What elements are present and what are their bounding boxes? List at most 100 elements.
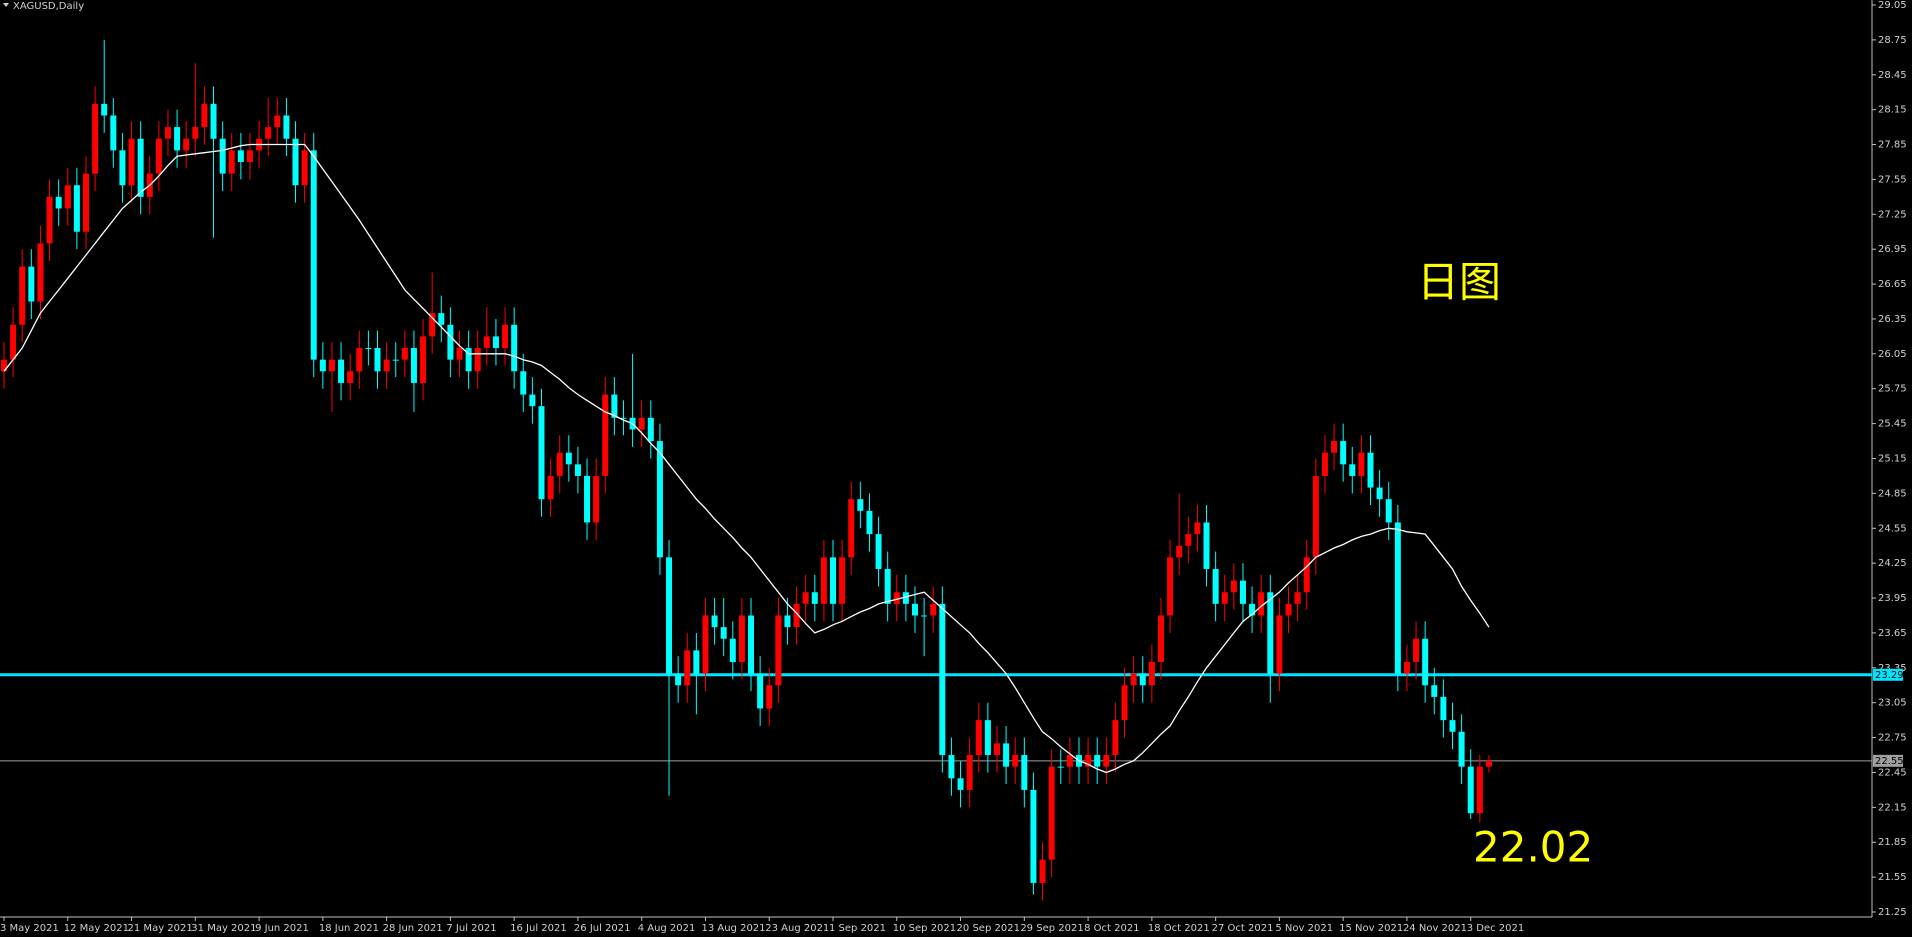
y-tick-label: 23.95	[1878, 593, 1907, 604]
candle-body	[993, 743, 1000, 756]
candle-body	[684, 650, 691, 686]
candle-body	[957, 778, 964, 790]
candle-body	[574, 464, 581, 476]
candle-body	[1394, 522, 1401, 674]
y-tick-label: 26.65	[1878, 279, 1907, 290]
candle-body	[647, 417, 654, 442]
candle-body	[912, 603, 918, 616]
candle-body	[465, 348, 472, 372]
candle-body	[347, 371, 354, 383]
candle-body	[1267, 592, 1274, 674]
candle-body	[1057, 766, 1064, 768]
candle-body	[92, 103, 99, 174]
candle-body	[310, 150, 317, 360]
price-label: 22.55	[1875, 756, 1904, 767]
candle-body	[693, 650, 700, 674]
y-tick-label: 28.45	[1878, 70, 1907, 81]
candle-body	[757, 673, 764, 709]
candle-body	[520, 371, 527, 395]
candle-body	[1349, 464, 1356, 476]
candle-body	[1485, 760, 1492, 767]
candle-body	[948, 755, 955, 779]
candle-body	[857, 499, 864, 511]
x-tick-label: 12 May 2021	[64, 923, 129, 934]
candle-body	[738, 615, 745, 662]
candle-body	[201, 103, 208, 128]
candle-body	[1358, 452, 1365, 476]
x-tick-label: 3 May 2021	[0, 923, 59, 934]
candle-body	[192, 127, 199, 139]
candle-body	[1413, 638, 1420, 662]
price-label-box	[1873, 754, 1903, 767]
candle-body	[128, 138, 135, 186]
candle-body	[1121, 685, 1128, 721]
candle-body	[1258, 592, 1265, 616]
candle-body	[529, 394, 536, 407]
x-tick-label: 18 Oct 2021	[1148, 923, 1210, 934]
candle-body	[110, 115, 117, 151]
y-tick-label: 27.25	[1878, 209, 1907, 220]
candle-body	[19, 266, 26, 325]
candle-body	[356, 348, 363, 372]
price-label: 23.29	[1875, 670, 1904, 681]
candle-body	[1021, 755, 1028, 790]
candle-body	[365, 348, 372, 350]
candle-body	[210, 103, 217, 139]
candle-body	[1176, 545, 1183, 558]
x-tick-label: 8 Oct 2021	[1084, 923, 1139, 934]
candle-body	[1312, 475, 1319, 558]
price-label-box	[1873, 668, 1903, 681]
candle-body	[1003, 743, 1010, 767]
candle-body	[766, 685, 773, 709]
candle-body	[656, 441, 663, 558]
candle-body	[1276, 615, 1283, 674]
candle-body	[1467, 766, 1474, 814]
candle-body	[73, 185, 80, 232]
candle-body	[1249, 603, 1256, 616]
candle-body	[64, 185, 71, 209]
candle-body	[164, 127, 171, 139]
candle-body	[1157, 615, 1164, 662]
candle-body	[1, 359, 7, 372]
y-tick-label: 22.15	[1878, 802, 1907, 813]
y-tick-label: 25.75	[1878, 384, 1907, 395]
candle-body	[593, 475, 600, 523]
candle-body	[811, 592, 818, 604]
y-tick-label: 22.75	[1878, 733, 1907, 744]
x-tick-label: 20 Sep 2021	[957, 923, 1020, 934]
candle-body	[839, 557, 846, 604]
candle-body	[392, 359, 399, 361]
x-tick-label: 1 Sep 2021	[829, 923, 886, 934]
candle-body	[866, 510, 873, 535]
candle-body	[420, 336, 427, 383]
y-tick-label: 28.75	[1878, 35, 1907, 46]
candle-body	[775, 615, 782, 686]
x-tick-label: 23 Aug 2021	[765, 923, 829, 934]
candle-body	[875, 534, 882, 569]
x-tick-label: 13 Aug 2021	[701, 923, 765, 934]
candle-body	[301, 150, 308, 186]
candle-body	[1039, 859, 1046, 883]
candle-body	[283, 115, 290, 139]
candle-body	[1085, 755, 1092, 767]
candle-body	[1112, 720, 1119, 756]
candle-body	[1476, 766, 1483, 814]
candle-body	[1422, 638, 1429, 686]
title-marker	[3, 3, 9, 7]
candle-body	[830, 557, 837, 604]
candle-body	[584, 475, 591, 523]
candle-body	[1167, 557, 1174, 616]
candle-body	[1458, 731, 1465, 767]
candle-body	[292, 138, 299, 186]
x-tick-label: 9 Jun 2021	[255, 923, 309, 934]
x-tick-label: 7 Jul 2021	[446, 923, 496, 934]
candle-body	[975, 720, 982, 756]
candle-body	[1148, 661, 1155, 686]
x-tick-label: 10 Sep 2021	[893, 923, 956, 934]
y-tick-label: 23.05	[1878, 698, 1907, 709]
candle-body	[1030, 789, 1037, 883]
candle-body	[802, 592, 809, 604]
x-tick-label: 4 Aug 2021	[638, 923, 696, 934]
candle-body	[1376, 487, 1383, 500]
y-tick-label: 26.95	[1878, 244, 1907, 255]
